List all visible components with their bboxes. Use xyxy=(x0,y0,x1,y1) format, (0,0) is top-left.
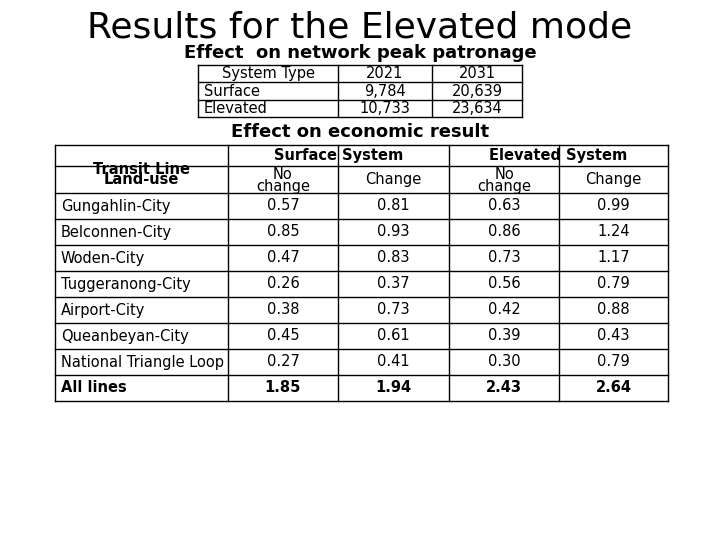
Text: 10,733: 10,733 xyxy=(359,101,410,116)
Text: 0.26: 0.26 xyxy=(266,276,300,292)
Text: 0.93: 0.93 xyxy=(377,225,410,240)
Text: National Triangle Loop: National Triangle Loop xyxy=(61,354,224,369)
Text: 2.64: 2.64 xyxy=(595,381,631,395)
Text: 0.85: 0.85 xyxy=(266,225,300,240)
Text: 0.47: 0.47 xyxy=(266,251,300,266)
Text: Airport-City: Airport-City xyxy=(61,302,145,318)
Text: 0.81: 0.81 xyxy=(377,199,410,213)
Text: 2.43: 2.43 xyxy=(486,381,522,395)
Text: Change: Change xyxy=(365,172,422,187)
Text: 0.37: 0.37 xyxy=(377,276,410,292)
Text: 0.41: 0.41 xyxy=(377,354,410,369)
Text: 0.73: 0.73 xyxy=(377,302,410,318)
Text: 0.88: 0.88 xyxy=(597,302,630,318)
Text: Effect on economic result: Effect on economic result xyxy=(231,123,489,141)
Text: 0.38: 0.38 xyxy=(266,302,300,318)
Text: 0.61: 0.61 xyxy=(377,328,410,343)
Text: Elevated System: Elevated System xyxy=(490,148,628,163)
Text: 0.43: 0.43 xyxy=(598,328,630,343)
Text: Belconnen-City: Belconnen-City xyxy=(61,225,172,240)
Text: 0.63: 0.63 xyxy=(487,199,521,213)
Text: Surface: Surface xyxy=(204,84,260,98)
Text: No: No xyxy=(494,167,514,182)
Text: 23,634: 23,634 xyxy=(451,101,503,116)
Text: 0.39: 0.39 xyxy=(487,328,521,343)
Text: System Type: System Type xyxy=(222,66,315,81)
Text: Woden-City: Woden-City xyxy=(61,251,145,266)
Text: 0.57: 0.57 xyxy=(266,199,300,213)
Text: 1.94: 1.94 xyxy=(375,381,412,395)
Text: Gungahlin-City: Gungahlin-City xyxy=(61,199,171,213)
Text: No: No xyxy=(273,167,293,182)
Text: change: change xyxy=(256,179,310,194)
Text: 2031: 2031 xyxy=(459,66,495,81)
Text: 20,639: 20,639 xyxy=(451,84,503,98)
Text: Tuggeranong-City: Tuggeranong-City xyxy=(61,276,191,292)
Text: 0.79: 0.79 xyxy=(597,276,630,292)
Text: All lines: All lines xyxy=(61,381,127,395)
Text: 2021: 2021 xyxy=(366,66,404,81)
Text: 0.42: 0.42 xyxy=(487,302,521,318)
Text: 0.86: 0.86 xyxy=(487,225,521,240)
Text: change: change xyxy=(477,179,531,194)
Text: 0.45: 0.45 xyxy=(266,328,300,343)
Text: Transit Line: Transit Line xyxy=(93,161,190,177)
Text: 0.79: 0.79 xyxy=(597,354,630,369)
Text: 9,784: 9,784 xyxy=(364,84,406,98)
Text: Queanbeyan-City: Queanbeyan-City xyxy=(61,328,189,343)
Text: Change: Change xyxy=(585,172,642,187)
Text: 1.17: 1.17 xyxy=(597,251,630,266)
Text: 0.99: 0.99 xyxy=(597,199,630,213)
Text: Surface System: Surface System xyxy=(274,148,403,163)
Text: Effect  on network peak patronage: Effect on network peak patronage xyxy=(184,44,536,62)
Text: 0.56: 0.56 xyxy=(487,276,521,292)
Text: 0.27: 0.27 xyxy=(266,354,300,369)
Text: 1.85: 1.85 xyxy=(265,381,301,395)
Text: Land-use: Land-use xyxy=(104,172,179,187)
Text: 1.24: 1.24 xyxy=(597,225,630,240)
Text: Results for the Elevated mode: Results for the Elevated mode xyxy=(87,11,633,45)
Text: 0.83: 0.83 xyxy=(377,251,410,266)
Text: 0.73: 0.73 xyxy=(487,251,521,266)
Text: Elevated: Elevated xyxy=(204,101,268,116)
Text: 0.30: 0.30 xyxy=(487,354,521,369)
